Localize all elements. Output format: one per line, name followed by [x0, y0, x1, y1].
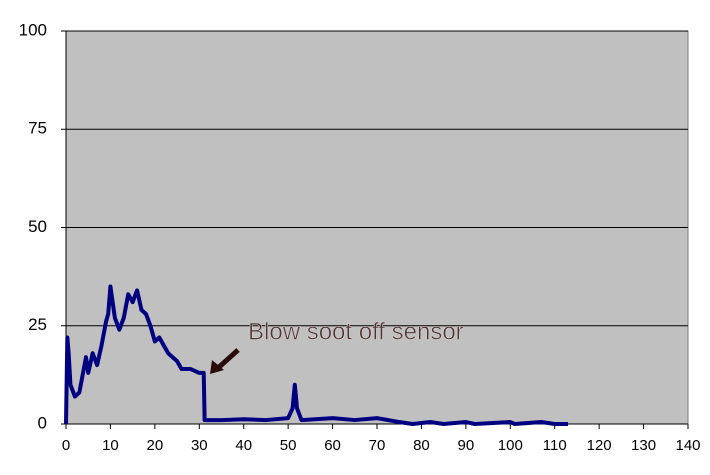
x-tick-label: 0 — [62, 437, 70, 454]
y-tick-label: 100 — [19, 20, 47, 39]
data-line — [64, 284, 569, 426]
y-tick-label: 50 — [28, 217, 47, 236]
x-tick-label: 70 — [369, 437, 386, 454]
y-tick-label: 75 — [28, 119, 47, 138]
x-tick-label: 90 — [458, 437, 475, 454]
x-tick-label: 30 — [191, 437, 208, 454]
x-tick-label: 120 — [587, 437, 612, 454]
annotation: Blow soot off sensor — [248, 318, 464, 345]
x-tick-label: 140 — [675, 437, 700, 454]
y-tick-label: 0 — [38, 413, 47, 432]
x-tick-label: 40 — [235, 437, 252, 454]
x-tick-label: 20 — [147, 437, 164, 454]
x-tick-label: 80 — [413, 437, 430, 454]
x-tick-label: 10 — [102, 437, 119, 454]
x-tick-label: 130 — [631, 437, 656, 454]
y-tick-label: 25 — [28, 315, 47, 334]
annotation-arrow — [216, 348, 240, 370]
x-tick-label: 60 — [324, 437, 341, 454]
x-tick-label: 110 — [543, 437, 567, 454]
x-tick-label: 50 — [280, 437, 297, 454]
annotation-arrowhead — [210, 360, 224, 374]
x-tick-label: 100 — [498, 437, 523, 454]
